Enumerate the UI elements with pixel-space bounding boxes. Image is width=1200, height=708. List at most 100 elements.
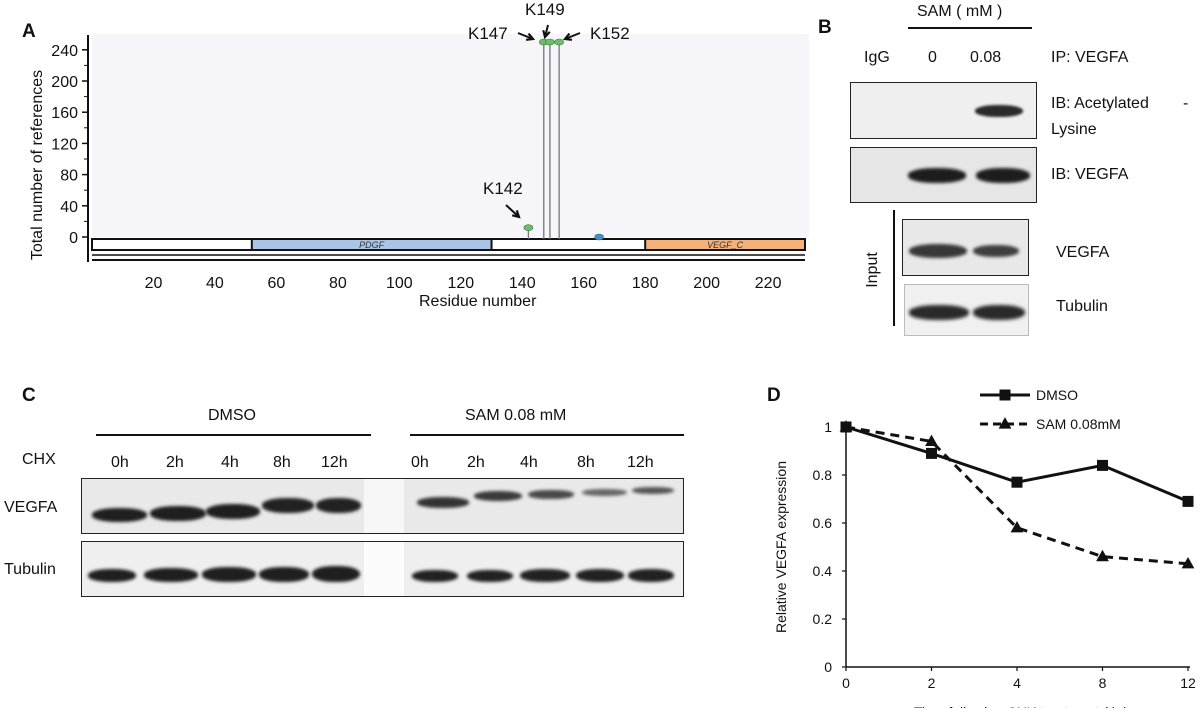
group-sam-line	[410, 434, 684, 436]
site-arrow	[517, 32, 536, 41]
x-tick-label: 140	[509, 275, 536, 292]
x-tick-label: 80	[329, 275, 347, 292]
y-tick-label: 200	[51, 74, 78, 91]
y-tick-label: 120	[51, 136, 78, 153]
col-0-label: 0	[928, 49, 937, 66]
domain-pdgf	[250, 238, 493, 251]
domain-label: PDGF	[359, 240, 385, 250]
chx-label: CHX	[22, 451, 56, 468]
ib-acetyl-label-line1: IB: Acetylated	[1051, 95, 1149, 112]
series-line	[845, 425, 1189, 566]
input-bracket	[893, 210, 895, 326]
band	[973, 305, 1025, 320]
band	[92, 508, 147, 522]
group-dmso-label: DMSO	[208, 407, 256, 424]
y-tick-label: 0.2	[813, 611, 833, 627]
square-marker	[1011, 476, 1023, 488]
band	[520, 569, 570, 582]
tp-sam-4: 4h	[520, 454, 538, 471]
tp-dmso-0: 0h	[111, 454, 129, 471]
triangle-marker	[1096, 549, 1109, 562]
legend-entry-0: DMSO	[980, 387, 1078, 403]
panel-d-letter: D	[767, 385, 781, 406]
arrow-head	[511, 210, 521, 219]
y-tick-label: 0.4	[813, 563, 833, 579]
band	[262, 498, 314, 513]
band	[474, 491, 522, 501]
legend-entry-1: SAM 0.08mM	[980, 416, 1121, 432]
col-igg-label: IgG	[864, 49, 890, 66]
y-tick-label: 1	[824, 419, 832, 435]
arrow-head	[542, 29, 551, 40]
y-tick-label: 0.8	[813, 467, 833, 483]
band	[528, 490, 574, 499]
band	[206, 504, 260, 519]
x-tick-label: 200	[693, 275, 720, 292]
tp-sam-12: 12h	[627, 454, 654, 471]
protein-site-plot: 0 40 80 120 160 200 240 PDGF VEGF_C 20 40 60 80 100 12…	[51, 0, 809, 292]
series-sam	[839, 420, 1195, 569]
ib-acetyl-label-line2: Lysine	[1051, 121, 1097, 138]
arrow-shaft	[517, 32, 534, 40]
square-marker	[926, 447, 937, 459]
degradation-line-chart: 0 0.2 0.4 0.6 0.8 1 0 2 4 8 12 Time following CHX t…	[773, 387, 1196, 708]
blot-ib-acetyl-lysine	[850, 82, 1037, 139]
treatment-header: SAM ( mM )	[917, 3, 1003, 20]
y-tick-label: 0	[824, 659, 832, 675]
site-arrow	[505, 204, 521, 219]
band	[417, 497, 469, 508]
square-marker	[1182, 495, 1194, 507]
site-label-k142: K142	[483, 179, 523, 198]
series-line	[845, 425, 1189, 503]
band	[909, 244, 967, 258]
site-label-k149: K149	[525, 0, 565, 19]
blot-chx-tubulin	[81, 541, 684, 597]
site-label-k152: K152	[590, 24, 630, 43]
row-tubulin-label: Tubulin	[4, 561, 56, 578]
site-marker	[594, 233, 604, 241]
blot-ib-vegfa	[850, 147, 1037, 203]
y-tick-label: 0	[69, 230, 78, 247]
input-label: Input	[864, 252, 881, 288]
row-vegfa-label: VEGFA	[4, 499, 58, 516]
band	[202, 567, 256, 582]
treatment-underline	[908, 27, 1032, 29]
arrow-shaft	[505, 204, 520, 218]
ib-acetyl-dash: -	[1183, 95, 1189, 112]
panel-a-letter: A	[22, 21, 36, 42]
band	[632, 487, 674, 494]
x-tick-label: 120	[447, 275, 474, 292]
blot-input-vegfa	[902, 219, 1029, 276]
panel-a-xlabel: Residue number	[419, 293, 537, 310]
site-arrow	[562, 32, 581, 41]
band	[312, 566, 360, 582]
y-tick-label: 40	[60, 199, 78, 216]
arrow-head	[525, 32, 536, 41]
band	[316, 498, 361, 513]
x-tick-label: 2	[928, 675, 936, 691]
y-tick-label: 160	[51, 105, 78, 122]
band	[582, 489, 627, 496]
group-sam-label: SAM 0.08 mM	[465, 407, 567, 424]
y-tick-label: 80	[60, 168, 78, 185]
band	[412, 570, 458, 582]
triangle-marker	[1010, 520, 1024, 533]
blot-chx-vegfa	[81, 478, 684, 534]
square-marker	[999, 389, 1011, 401]
x-tick-label: 0	[842, 675, 850, 691]
y-tick-label: 240	[51, 43, 78, 60]
band	[467, 570, 513, 582]
band	[908, 168, 966, 183]
x-tick-label: 40	[206, 275, 224, 292]
site-arrow	[542, 24, 551, 40]
band	[909, 305, 969, 320]
triangle-marker	[839, 420, 853, 432]
x-tick-label: 8	[1099, 675, 1107, 691]
arrow-shaft	[564, 32, 581, 40]
panel-c-letter: C	[22, 385, 36, 406]
x-tick-label: 100	[386, 275, 413, 292]
tp-sam-2: 2h	[467, 454, 485, 471]
y-axis-label: Relative VEGFA expression	[773, 461, 789, 633]
tp-dmso-12: 12h	[321, 454, 348, 471]
col-008-label: 0.08	[970, 49, 1002, 66]
